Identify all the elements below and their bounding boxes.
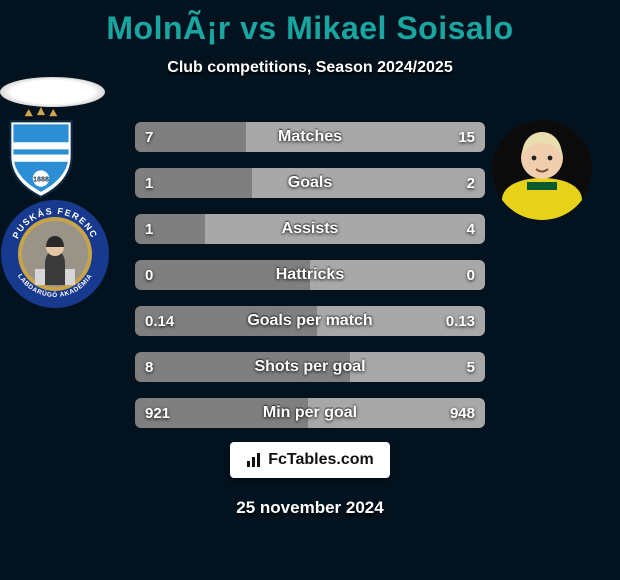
player-left-club-badge: 1888 <box>0 107 82 199</box>
title-text: MolnÃ¡r vs Mikael Soisalo <box>106 10 513 46</box>
mtk-shield-icon: 1888 <box>0 107 82 199</box>
brand-text: FcTables.com <box>268 451 374 469</box>
svg-text:1888: 1888 <box>33 176 49 184</box>
player-portrait-icon <box>492 120 592 220</box>
puskas-badge-icon: PUSKÁS FERENC LABDARÚGÓ AKADÉMIA <box>0 199 110 309</box>
stat-label: Matches <box>135 122 485 152</box>
stat-row: 85Shots per goal <box>135 352 485 382</box>
stat-row: 00Hattricks <box>135 260 485 290</box>
page-title: MolnÃ¡r vs Mikael Soisalo <box>0 0 620 47</box>
stat-row: 14Assists <box>135 214 485 244</box>
stats-bars: 715Matches 12Goals 14Assists 00Hattricks 0.1… <box>135 122 485 444</box>
brand-tag: FcTables.com <box>230 442 390 478</box>
bars-icon <box>246 452 262 468</box>
stat-label: Goals <box>135 168 485 198</box>
subtitle: Club competitions, Season 2024/2025 <box>0 59 620 77</box>
stat-row: 715Matches <box>135 122 485 152</box>
stat-label: Assists <box>135 214 485 244</box>
player-left-avatar <box>0 77 105 107</box>
stat-row: 0.140.13Goals per match <box>135 306 485 336</box>
stat-row: 921948Min per goal <box>135 398 485 428</box>
stat-label: Shots per goal <box>135 352 485 382</box>
stat-label: Min per goal <box>135 398 485 428</box>
stat-row: 12Goals <box>135 168 485 198</box>
player-right-avatar <box>492 120 592 220</box>
stat-label: Goals per match <box>135 306 485 336</box>
stat-label: Hattricks <box>135 260 485 290</box>
player-right-club-badge: PUSKÁS FERENC LABDARÚGÓ AKADÉMIA <box>0 199 110 309</box>
date-text: 25 november 2024 <box>0 498 620 518</box>
